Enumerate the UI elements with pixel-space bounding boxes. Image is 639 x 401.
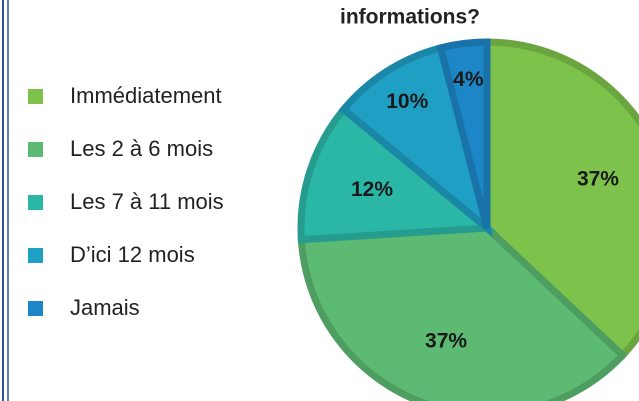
legend-label: Les 2 à 6 mois bbox=[70, 136, 213, 161]
pie: 37% 37% 12% 10% 4% bbox=[297, 38, 639, 401]
legend-swatch bbox=[28, 301, 43, 316]
legend-swatch bbox=[28, 248, 43, 263]
legend-label: Jamais bbox=[70, 295, 140, 320]
pie-slice bbox=[297, 224, 628, 401]
pie-slice bbox=[297, 104, 497, 244]
legend-label: D’ici 12 mois bbox=[70, 242, 195, 267]
data-label: 10% bbox=[386, 90, 428, 113]
data-label: 12% bbox=[351, 178, 393, 201]
data-label: 37% bbox=[425, 329, 467, 352]
data-label: 37% bbox=[577, 168, 619, 191]
legend-label: Les 7 à 11 mois bbox=[70, 189, 224, 214]
legend-swatch bbox=[28, 89, 43, 104]
legend-swatch bbox=[28, 142, 43, 157]
legend: Immédiatement Les 2 à 6 mois Les 7 à 11 mo… bbox=[28, 83, 224, 320]
legend-label: Immédiatement bbox=[70, 83, 222, 108]
data-label: 4% bbox=[453, 68, 484, 91]
chart-title: informations? bbox=[340, 6, 480, 29]
pie-slice bbox=[436, 38, 491, 229]
legend-swatch bbox=[28, 195, 43, 210]
pie-slice bbox=[483, 38, 639, 361]
